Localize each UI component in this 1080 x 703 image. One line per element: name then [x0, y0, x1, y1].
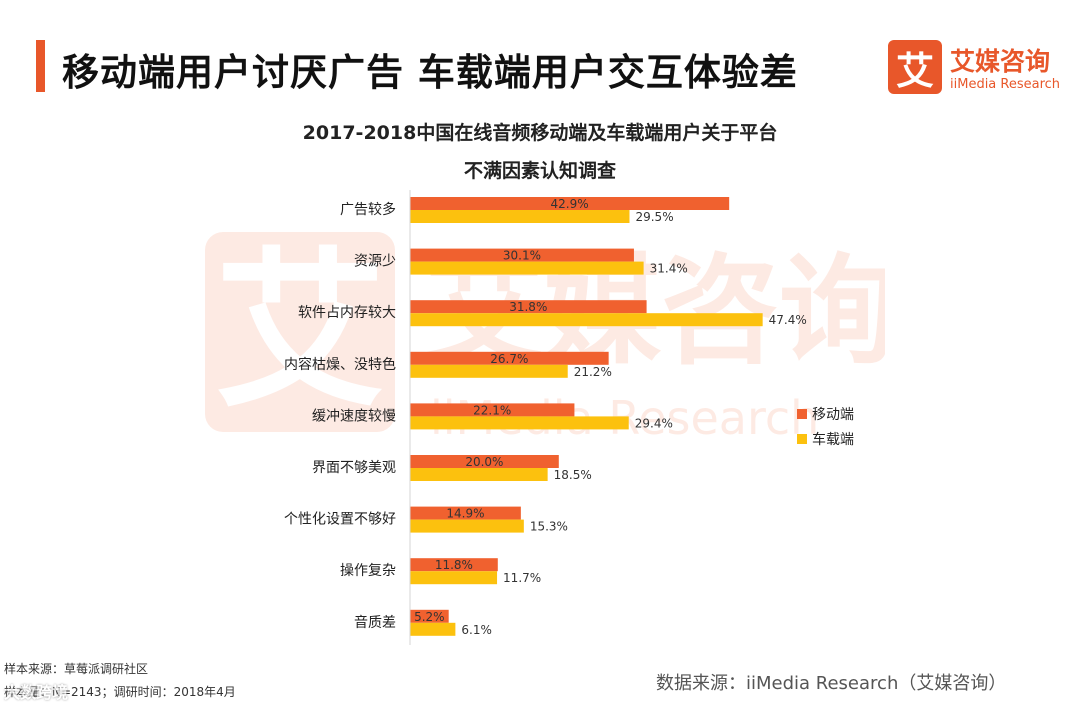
legend-swatch: [797, 434, 807, 444]
corner-watermark: 大数跨境: [4, 683, 69, 702]
category-label: 操作复杂: [340, 562, 396, 579]
bar-mobile: [410, 609, 449, 623]
data-label: 5.2%: [414, 610, 445, 624]
bar-mobile: [410, 300, 647, 314]
bar-vehicle: [410, 210, 630, 223]
data-label: 11.8%: [435, 558, 473, 572]
sample-size: 样本量：N=2143；调研时间：2018年4月: [4, 685, 236, 699]
data-label: 31.4%: [650, 262, 688, 276]
legend-label: 车载端: [812, 431, 854, 448]
category-label: 音质差: [354, 614, 396, 631]
data-label: 47.4%: [769, 313, 807, 327]
category-label: 软件占内存较大: [298, 305, 396, 321]
category-label: 缓冲速度较慢: [312, 407, 396, 424]
data-label: 11.7%: [503, 571, 541, 585]
logo-subtitle: iiMedia Research: [950, 77, 1061, 92]
bar-vehicle: [410, 519, 524, 533]
data-label: 29.5%: [635, 210, 673, 224]
logo-name: 艾媒咨询: [950, 47, 1051, 76]
data-label: 14.9%: [446, 507, 484, 521]
chart-title-line-2: 不满因素认知调查: [463, 160, 616, 182]
watermark-mark-box: [205, 232, 395, 432]
sample-source: 样本来源：草莓派调研社区: [4, 662, 149, 676]
data-label: 21.2%: [574, 365, 612, 379]
data-label: 30.1%: [503, 249, 541, 263]
logo-mark: 艾: [888, 40, 942, 94]
bar-vehicle: [410, 416, 629, 430]
bar-mobile: [410, 558, 498, 572]
watermark-glyph: 艾: [215, 233, 385, 431]
chart-title-line-1: 2017-2018中国在线音频移动端及车载端用户关于平台: [302, 122, 778, 144]
title-accent-bar: [36, 40, 45, 92]
bar-vehicle: [410, 571, 498, 585]
data-label: 15.3%: [530, 520, 568, 534]
bar-vehicle: [410, 261, 644, 275]
bar-mobile: [410, 403, 575, 417]
data-label: 18.5%: [554, 468, 592, 482]
data-label: 26.7%: [490, 352, 528, 366]
data-label: 42.9%: [551, 197, 589, 211]
bar-vehicle: [410, 364, 568, 378]
bar-mobile: [410, 248, 634, 262]
data-label: 20.0%: [465, 455, 503, 469]
legend-label: 移动端: [812, 407, 854, 423]
category-label: 资源少: [354, 254, 396, 270]
page-title: 移动端用户讨厌广告 车载端用户交互体验差: [62, 51, 798, 94]
data-source: 数据来源：iiMedia Research（艾媒咨询）: [656, 673, 1007, 694]
bar-vehicle: [410, 622, 456, 636]
legend-swatch: [797, 409, 807, 419]
watermark: 艾 艾媒咨询 iiMedia Research: [205, 232, 885, 445]
bar-vehicle: [410, 313, 763, 327]
bar-mobile: [410, 455, 559, 468]
data-label: 6.1%: [461, 623, 492, 637]
data-label: 29.4%: [635, 416, 673, 430]
bar-mobile: [410, 506, 521, 520]
category-label: 个性化设置不够好: [284, 512, 396, 528]
company-logo: 艾 艾媒咨询 iiMedia Research: [888, 40, 1068, 98]
category-label: 界面不够美观: [312, 460, 396, 476]
category-label: 广告较多: [340, 201, 396, 218]
bar-mobile: [410, 197, 730, 210]
bar-vehicle: [410, 468, 548, 481]
bar-mobile: [410, 351, 609, 365]
data-label: 22.1%: [473, 403, 511, 417]
category-label: 内容枯燥、没特色: [284, 356, 396, 373]
data-label: 31.8%: [509, 300, 547, 314]
